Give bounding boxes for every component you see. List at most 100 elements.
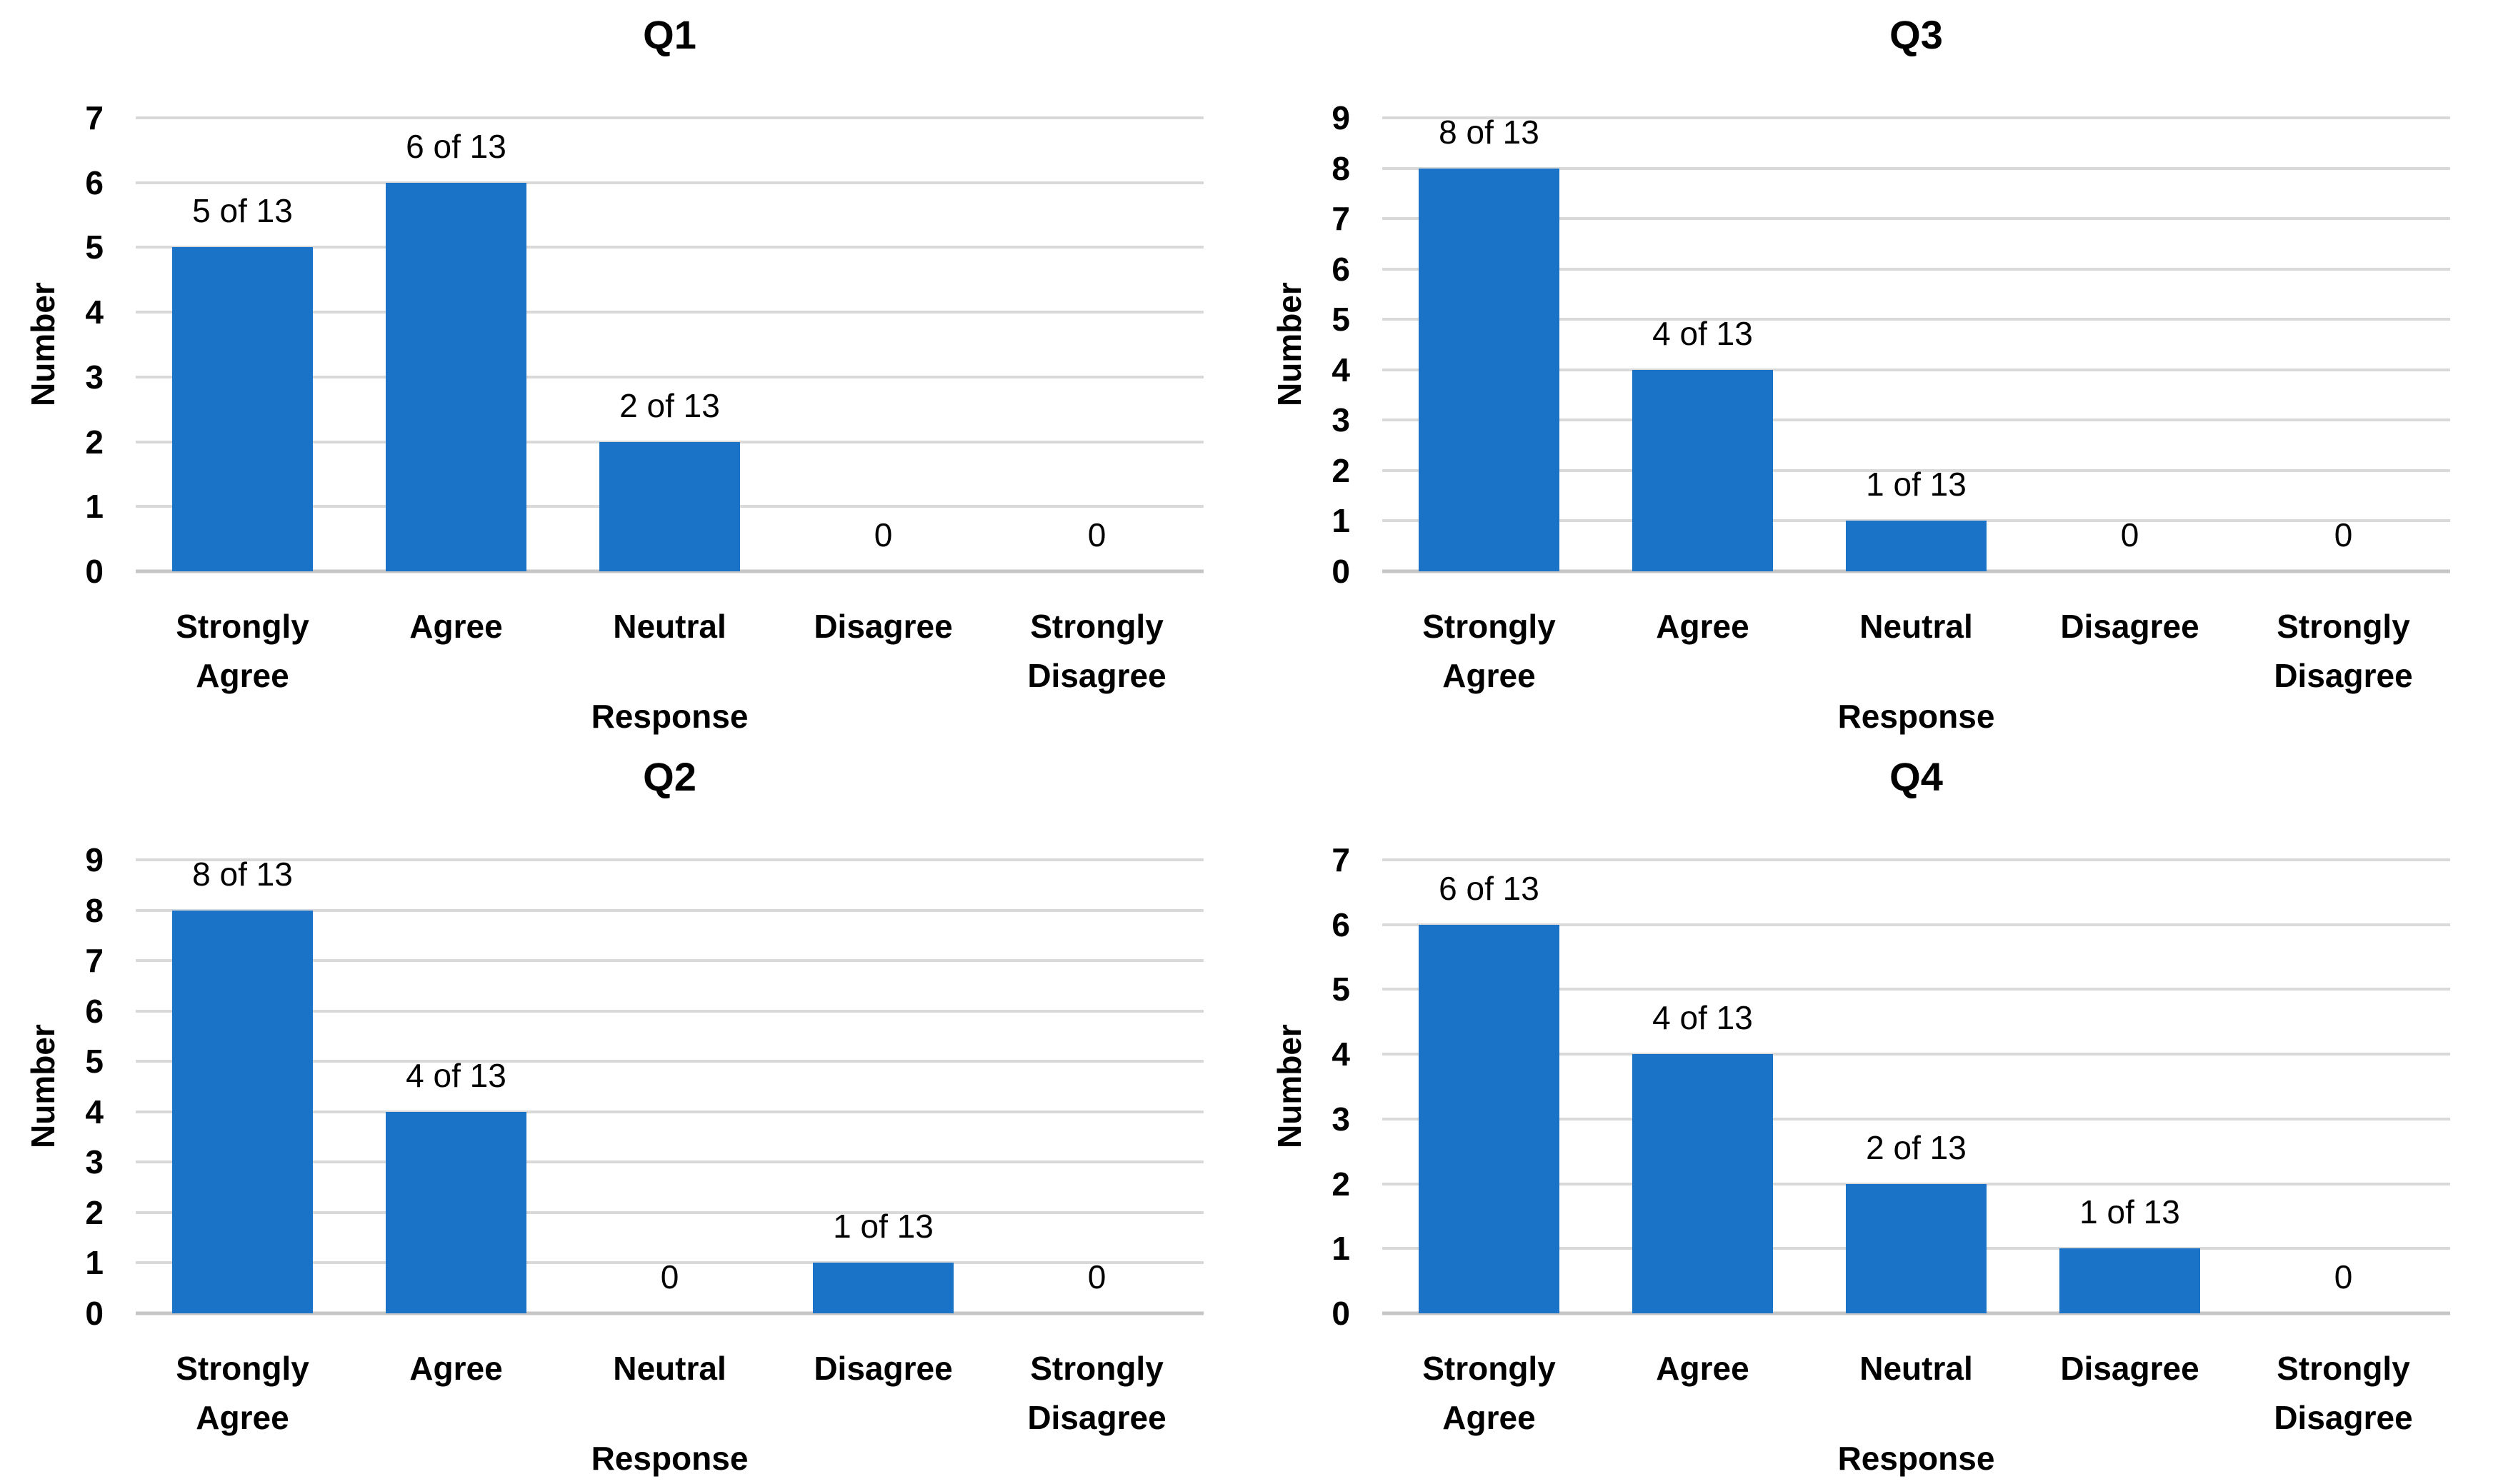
y-tick-label: 9 (1332, 99, 1350, 136)
gridline (136, 375, 1204, 378)
y-tick-label: 6 (85, 164, 104, 201)
bar (171, 247, 314, 571)
category-label: Strongly Disagree (1027, 1350, 1166, 1436)
y-tick-label: 7 (85, 99, 104, 136)
category-label: Disagree (2060, 608, 2199, 645)
gridline (1382, 468, 2450, 472)
bar-slot: 0 (2237, 118, 2450, 571)
y-tick-label: 6 (85, 992, 104, 1030)
bar-value-label: 1 of 13 (2079, 1193, 2180, 1231)
bar-value-label: 1 of 13 (1866, 466, 1967, 503)
gridline (136, 858, 1204, 861)
bar-slot: 0 (990, 118, 1204, 571)
y-tick-label: 1 (85, 488, 104, 526)
bar-value-label: 0 (2120, 516, 2139, 553)
x-axis-line (1382, 1311, 2450, 1315)
bar (1632, 369, 1774, 571)
bar (1845, 521, 1987, 571)
category-label: Disagree (814, 608, 953, 645)
x-axis-category-labels: Strongly Agree Agree Neutral Disagree Strong… (1382, 1344, 2450, 1443)
y-tick-label: 5 (85, 229, 104, 266)
y-tick-label: 5 (85, 1043, 104, 1081)
plot-area: 5 of 13 6 of 13 2 of 13 0 0 (136, 116, 1204, 573)
gridline (136, 181, 1204, 184)
gridline (1382, 988, 2450, 991)
bar-slot: 4 of 13 (349, 860, 563, 1313)
bar-value-label: 6 of 13 (1439, 869, 1539, 907)
x-axis-title: Response (1837, 698, 1995, 735)
x-axis-category-labels: Strongly Agree Agree Neutral Disagree Strong… (136, 602, 1204, 701)
y-tick-label: 1 (1332, 502, 1350, 540)
bars-container: 5 of 13 6 of 13 2 of 13 0 0 (136, 118, 1204, 571)
y-tick-label: 5 (1332, 971, 1350, 1008)
y-tick-label: 1 (1332, 1230, 1350, 1268)
y-axis-ticks: 0 1 2 3 4 5 6 7 (0, 101, 104, 588)
gridline (136, 246, 1204, 249)
y-tick-label: 3 (1332, 1100, 1350, 1138)
bar (1632, 1054, 1774, 1313)
bar-value-label: 8 of 13 (1439, 113, 1539, 151)
gridline (136, 959, 1204, 963)
y-tick-label: 6 (1332, 906, 1350, 943)
y-tick-label: 8 (1332, 149, 1350, 187)
bar (599, 441, 741, 571)
gridline (136, 1110, 1204, 1113)
bar (1418, 924, 1560, 1313)
y-tick-label: 6 (1332, 250, 1350, 288)
bar-value-label: 4 of 13 (406, 1056, 506, 1094)
x-axis-line (136, 1311, 1204, 1315)
bar (385, 182, 527, 571)
gridline (1382, 368, 2450, 371)
bar-slot: 2 of 13 (1809, 860, 2023, 1313)
y-tick-label: 4 (1332, 1036, 1350, 1073)
gridline (136, 311, 1204, 314)
y-tick-label: 2 (85, 1193, 104, 1231)
category-label: Neutral (613, 1350, 726, 1387)
gridline (1382, 267, 2450, 271)
bar-slot: 4 of 13 (1596, 860, 1809, 1313)
bar-slot: 0 (2237, 860, 2450, 1313)
plot-area: 8 of 13 4 of 13 0 1 of 13 0 (136, 858, 1204, 1315)
y-tick-label: 2 (1332, 1165, 1350, 1203)
category-label: Strongly Disagree (1027, 608, 1166, 694)
bar-slot: 0 (2023, 118, 2237, 571)
category-label: Agree (409, 1350, 503, 1387)
y-tick-label: 0 (1332, 1295, 1350, 1332)
gridline (136, 116, 1204, 119)
gridline (1382, 418, 2450, 422)
y-tick-label: 7 (1332, 200, 1350, 238)
category-label: Agree (1656, 608, 1749, 645)
category-label: Neutral (1859, 1350, 1973, 1387)
bar-value-label: 0 (1087, 1258, 1106, 1295)
y-tick-label: 5 (1332, 301, 1350, 339)
gridline (1382, 1053, 2450, 1056)
category-label: Strongly Agree (1422, 1350, 1556, 1436)
x-axis-title: Response (591, 1440, 749, 1477)
bar-slot: 1 of 13 (776, 860, 990, 1313)
bar-value-label: 0 (660, 1258, 679, 1295)
y-tick-label: 7 (1332, 841, 1350, 878)
category-label: Agree (1656, 1350, 1749, 1387)
x-axis-category-labels: Strongly Agree Agree Neutral Disagree Strong… (136, 1344, 1204, 1443)
y-tick-label: 3 (1332, 401, 1350, 439)
chart-title: Q1 (643, 12, 696, 57)
bar-value-label: 2 of 13 (1866, 1128, 1967, 1166)
category-label: Strongly Agree (176, 608, 309, 694)
category-label: Neutral (613, 608, 726, 645)
bar-slot: 6 of 13 (349, 118, 563, 571)
y-tick-label: 0 (85, 553, 104, 590)
bar (2059, 1248, 2201, 1313)
y-tick-label: 2 (85, 423, 104, 461)
bar-value-label: 4 of 13 (1652, 999, 1753, 1037)
bar (171, 910, 314, 1313)
plot-area: 8 of 13 4 of 13 1 of 13 0 0 (1382, 116, 2450, 573)
category-label: Disagree (814, 1350, 953, 1387)
y-tick-label: 0 (85, 1295, 104, 1332)
x-axis-line (136, 569, 1204, 573)
bar-value-label: 0 (874, 516, 893, 553)
